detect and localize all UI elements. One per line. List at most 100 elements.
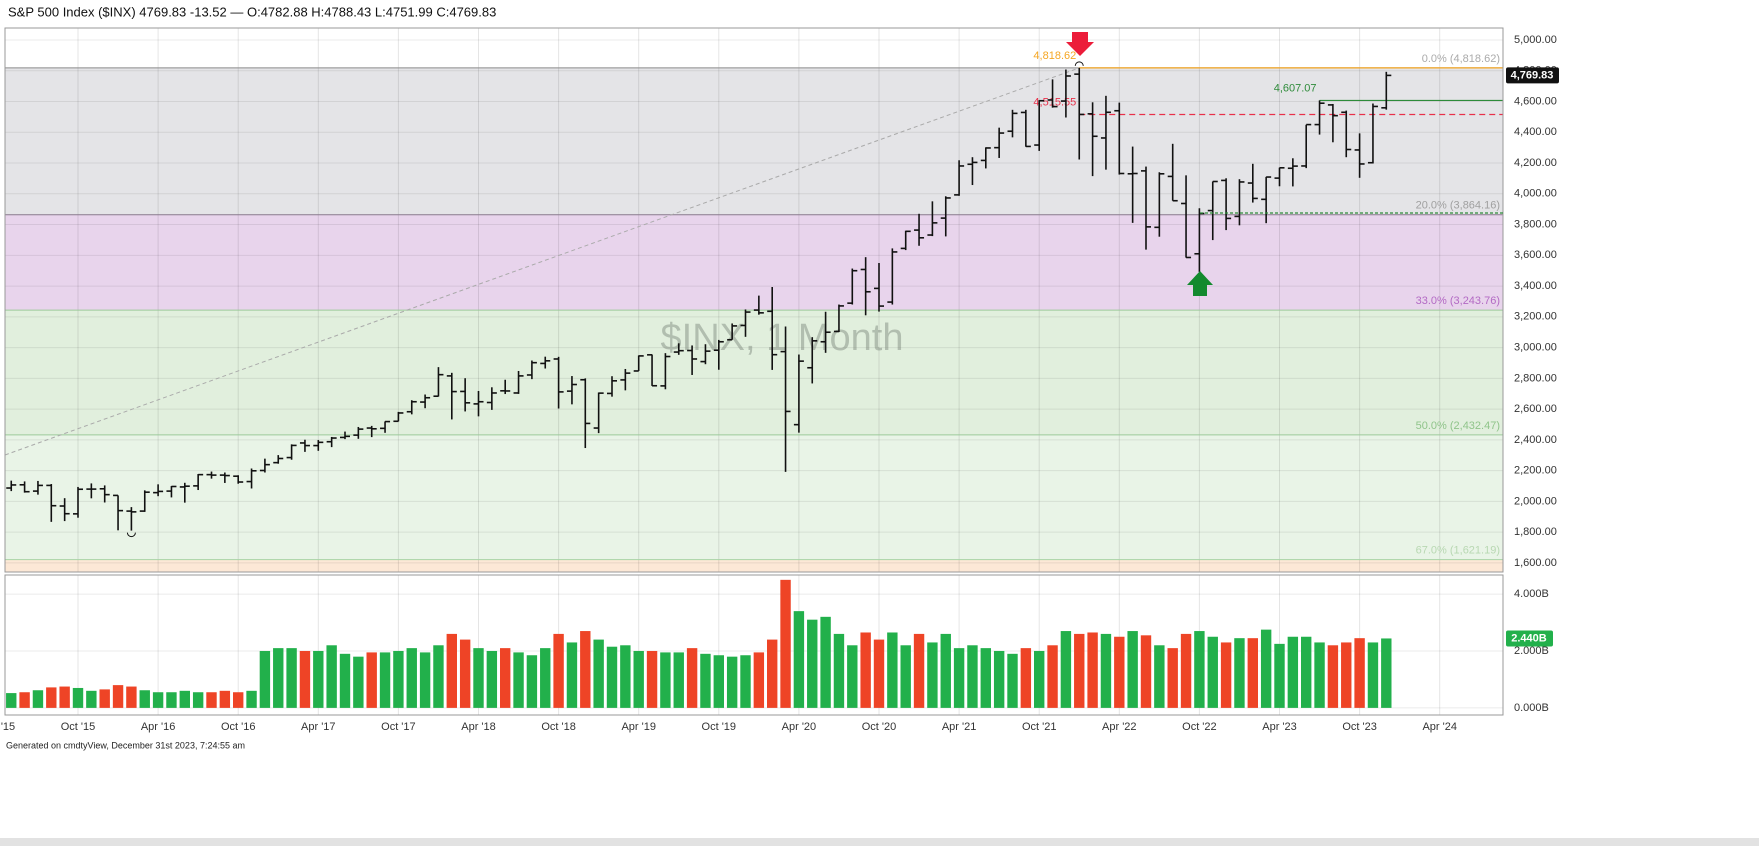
volume-bar: [259, 650, 271, 708]
volume-bar: [1381, 638, 1392, 708]
volume-bar: [112, 685, 124, 708]
volume-bar: [126, 686, 137, 708]
volume-bar: [179, 690, 190, 708]
top-arrow: [1066, 32, 1094, 56]
volume-bar: [1194, 631, 1205, 708]
volume-bar: [286, 648, 297, 708]
volume-bar: [273, 648, 284, 708]
volume-bar: [847, 645, 858, 708]
x-tick-label: Oct '19: [702, 721, 737, 733]
volume-bar: [86, 690, 97, 708]
y-tick-label: 3,200.00: [1514, 311, 1557, 323]
volume-bar: [1034, 650, 1045, 708]
y-tick-label: 2,000.00: [1514, 495, 1557, 507]
annotation-label: 4,607.07: [1274, 82, 1317, 94]
bottom-arrow: [1187, 271, 1213, 296]
fib-label: 0.0% (4,818.62): [1422, 53, 1500, 65]
y-tick-label: 2,600.00: [1514, 403, 1557, 415]
volume-bar: [807, 619, 818, 708]
volume-bar: [19, 692, 30, 708]
volume-bar: [860, 632, 871, 708]
header-bar: [0, 0, 1759, 26]
volume-bar: [673, 652, 684, 708]
y-tick-label: 4,400.00: [1514, 126, 1557, 138]
volume-bar: [1100, 633, 1112, 708]
volume-bar: [32, 690, 44, 708]
volume-bar: [1020, 648, 1032, 708]
last-price-tag: [1506, 67, 1559, 84]
volume-bar: [1127, 631, 1138, 708]
volume-bar: [459, 639, 471, 708]
volume-tick-label: 0.000B: [1514, 702, 1549, 714]
last-price-label: 4,769.83: [1511, 69, 1554, 81]
volume-bar: [1327, 645, 1339, 708]
x-tick-label: Oct '20: [862, 721, 897, 733]
volume-bar: [1274, 643, 1285, 708]
volume-bar: [1060, 631, 1072, 708]
y-tick-label: 4,600.00: [1514, 95, 1557, 107]
y-tick-label: 3,600.00: [1514, 249, 1557, 261]
y-tick-label: 4,200.00: [1514, 157, 1557, 169]
peak-marker: [1074, 61, 1084, 66]
volume-bar: [1154, 645, 1165, 708]
volume-bar: [299, 650, 311, 708]
y-tick-label: 5,000.00: [1514, 34, 1557, 46]
volume-bar: [59, 686, 70, 708]
volume-bar: [1047, 645, 1058, 708]
volume-bar: [580, 631, 591, 708]
fib-label: 20.0% (3,864.16): [1416, 200, 1500, 212]
x-tick-label: Oct '17: [381, 721, 416, 733]
y-tick-label: 4,000.00: [1514, 188, 1557, 200]
footer: Generated on cmdtyView, December 31st 20…: [6, 740, 245, 750]
volume-bar: [473, 648, 484, 708]
x-tick-label: Oct '16: [221, 721, 256, 733]
x-tick-label: Apr '15: [0, 721, 15, 733]
volume-bar: [767, 639, 778, 708]
x-tick-label: Apr '18: [461, 721, 496, 733]
volume-bar: [46, 687, 57, 708]
x-tick-label: Oct '21: [1022, 721, 1057, 733]
y-tick-label: 2,200.00: [1514, 465, 1557, 477]
volume-bar: [980, 648, 991, 708]
last-volume-label: 2.440B: [1511, 632, 1547, 644]
y-tick-label: 1,600.00: [1514, 557, 1557, 569]
x-tick-label: Apr '21: [942, 721, 977, 733]
volume-bar: [406, 648, 417, 708]
x-tick-label: Apr '17: [301, 721, 336, 733]
volume-bar: [660, 652, 671, 708]
volume-bar: [366, 652, 377, 708]
volume-bar: [606, 646, 618, 708]
x-tick-label: Apr '16: [141, 721, 176, 733]
volume-bar: [553, 633, 564, 708]
volume-bar: [1260, 629, 1272, 708]
x-tick-label: Oct '15: [61, 721, 96, 733]
fib-label: 50.0% (2,432.47): [1416, 420, 1500, 432]
fib-label: 67.0% (1,621.19): [1416, 545, 1500, 557]
volume-bar: [793, 611, 805, 708]
volume-bar: [339, 653, 351, 708]
volume-bar: [1367, 642, 1379, 708]
y-tick-label: 3,800.00: [1514, 218, 1557, 230]
volume-bar: [753, 652, 765, 708]
volume-bar: [513, 652, 524, 708]
volume-bar: [446, 633, 457, 708]
trend-line: [5, 67, 1080, 456]
volume-bar: [726, 656, 738, 708]
volume-bar: [833, 633, 845, 708]
volume-bar: [1301, 636, 1312, 708]
volume-bar: [353, 656, 364, 708]
y-tick-label: 2,800.00: [1514, 372, 1557, 384]
volume-bar: [379, 652, 391, 708]
volume-bar: [900, 645, 911, 708]
y-tick-label: 1,800.00: [1514, 526, 1557, 538]
y-tick-label: 2,400.00: [1514, 434, 1557, 446]
volume-bar: [620, 645, 631, 708]
fib-band: [5, 310, 1503, 435]
last-volume-tag: [1506, 630, 1553, 647]
volume-bar: [233, 692, 244, 708]
volume-bar: [192, 692, 204, 708]
volume-bar: [967, 645, 978, 708]
volume-bar: [1341, 642, 1352, 708]
volume-bar: [393, 650, 404, 708]
